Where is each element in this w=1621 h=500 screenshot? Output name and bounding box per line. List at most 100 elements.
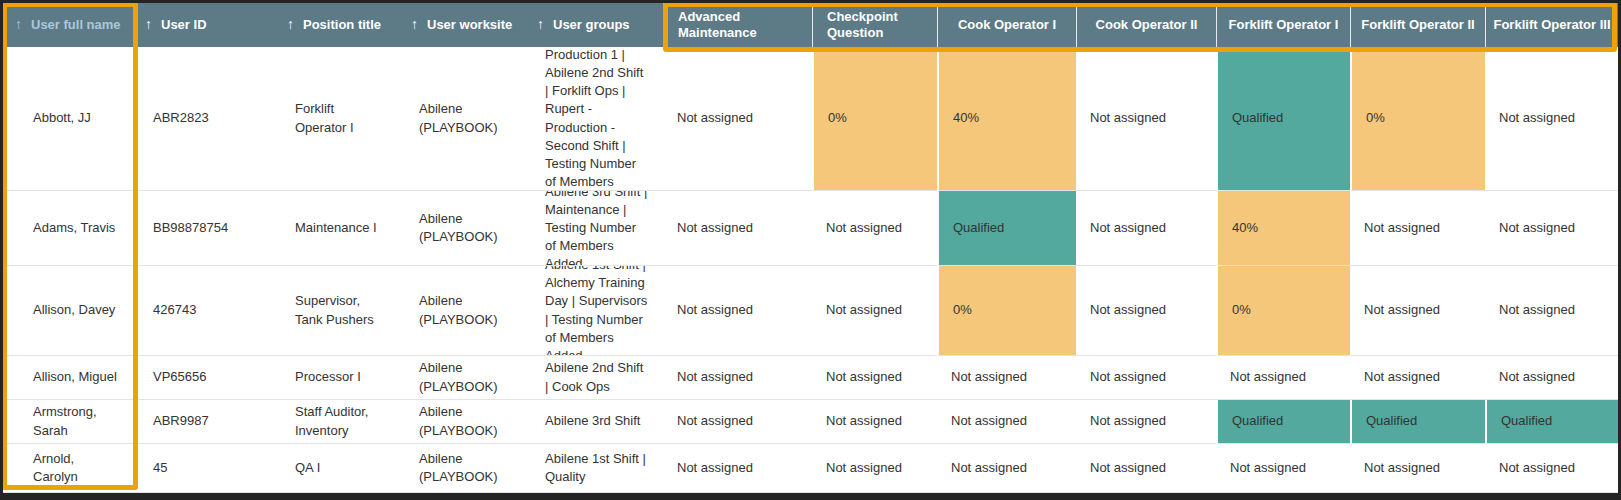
qualification-status-label: Not assigned bbox=[663, 109, 761, 127]
qualification-status-label: Not assigned bbox=[663, 301, 761, 319]
column-header-label: Forklift Operator I bbox=[1229, 17, 1339, 33]
qualification-status-label: Not assigned bbox=[1076, 459, 1174, 477]
cell-qualification-status: 0% bbox=[1216, 266, 1350, 356]
cell-qualification-status: Not assigned bbox=[1485, 191, 1618, 266]
qualification-status-label: Not assigned bbox=[937, 368, 1035, 386]
cell-qualification-status: Qualified bbox=[1350, 400, 1485, 444]
cell-qualification-status: Not assigned bbox=[812, 444, 937, 493]
column-header-cook-operator-i: Cook Operator I bbox=[937, 3, 1076, 47]
cell-user-worksite: Abilene (PLAYBOOK) bbox=[399, 47, 525, 191]
qualification-status-label: Not assigned bbox=[663, 368, 761, 386]
qualification-status-label: Not assigned bbox=[812, 219, 910, 237]
column-header-label: Position title bbox=[303, 17, 381, 33]
qualification-status-label: Not assigned bbox=[1485, 219, 1583, 237]
cell-qualification-status: Not assigned bbox=[1485, 444, 1618, 493]
column-header-position-title[interactable]: ↑ Position title bbox=[275, 3, 399, 47]
sort-ascending-icon: ↑ bbox=[145, 16, 152, 34]
column-header-label: Forklift Operator III bbox=[1493, 17, 1610, 33]
qualification-status-label: Not assigned bbox=[1216, 368, 1314, 386]
column-header-label: User groups bbox=[553, 17, 630, 33]
sort-ascending-icon: ↑ bbox=[537, 16, 544, 34]
cell-user-groups: Abilene 2nd Shift | Cook Ops bbox=[525, 356, 663, 400]
column-header-user-id[interactable]: ↑User ID bbox=[133, 3, 275, 47]
cell-user-groups: Abilene 3rd Shift | Maintenance | Testin… bbox=[525, 191, 663, 266]
cell-position-title: Maintenance I bbox=[275, 191, 399, 266]
cell-qualification-status: Not assigned bbox=[1076, 191, 1216, 266]
cell-position-title: Staff Auditor, Inventory bbox=[275, 400, 399, 444]
cell-qualification-status: Not assigned bbox=[812, 266, 937, 356]
qualification-status-label: Not assigned bbox=[1485, 368, 1583, 386]
column-header-label: User full name bbox=[31, 17, 121, 33]
cell-qualification-status: Not assigned bbox=[1350, 356, 1485, 400]
cell-qualification-status: Not assigned bbox=[1350, 266, 1485, 356]
cell-user-id: VP65656 bbox=[133, 356, 275, 400]
qualification-status-label: Not assigned bbox=[1076, 109, 1174, 127]
cell-user-worksite: Abilene (PLAYBOOK) bbox=[399, 356, 525, 400]
column-header-label: Checkpoint Question bbox=[827, 9, 927, 42]
cell-qualification-status: Not assigned bbox=[1216, 444, 1350, 493]
qualification-status-label: Not assigned bbox=[1076, 219, 1174, 237]
qualification-status-label: Not assigned bbox=[812, 412, 910, 430]
column-header-label: Advanced Maintenance bbox=[678, 9, 802, 42]
qualification-status-label: 40% bbox=[1218, 219, 1266, 237]
qualification-status-label: Qualified bbox=[1218, 109, 1291, 127]
cell-qualification-status: Not assigned bbox=[812, 400, 937, 444]
sort-ascending-icon: ↑ bbox=[15, 16, 22, 34]
cell-user-worksite: Abilene (PLAYBOOK) bbox=[399, 400, 525, 444]
cell-qualification-status: Not assigned bbox=[663, 356, 812, 400]
cell-qualification-status: Not assigned bbox=[937, 444, 1076, 493]
cell-user-worksite: Abilene (PLAYBOOK) bbox=[399, 444, 525, 493]
column-header-user-worksite[interactable]: ↑User worksite bbox=[399, 3, 525, 47]
cell-user-full-name: Allison, Miguel bbox=[3, 356, 133, 400]
cell-user-id: 426743 bbox=[133, 266, 275, 356]
column-header-advanced-maintenance: Advanced Maintenance bbox=[663, 3, 812, 47]
column-header-user-full-name[interactable]: ↑ User full name bbox=[3, 3, 133, 47]
cell-user-worksite: Abilene (PLAYBOOK) bbox=[399, 191, 525, 266]
cell-qualification-status: Not assigned bbox=[1485, 47, 1618, 191]
qualification-status-label: Not assigned bbox=[937, 459, 1035, 477]
cell-user-full-name: Abbott, JJ bbox=[3, 47, 133, 191]
cell-qualification-status: Not assigned bbox=[812, 191, 937, 266]
cell-user-worksite: Abilene (PLAYBOOK) bbox=[399, 266, 525, 356]
cell-qualification-status: Not assigned bbox=[937, 356, 1076, 400]
qualification-status-label: Not assigned bbox=[663, 412, 761, 430]
sort-ascending-icon: ↑ bbox=[287, 16, 294, 34]
cell-qualification-status: Not assigned bbox=[1076, 266, 1216, 356]
column-header-forklift-operator-iii: Forklift Operator III bbox=[1485, 3, 1618, 47]
cell-qualification-status: Not assigned bbox=[937, 400, 1076, 444]
cell-position-title: QA I bbox=[275, 444, 399, 493]
column-header-checkpoint-question: Checkpoint Question bbox=[812, 3, 937, 47]
qualification-matrix-window: ↑User full name↑User ID↑Position title↑U… bbox=[0, 0, 1621, 500]
cell-qualification-status: Not assigned bbox=[663, 400, 812, 444]
column-header-cook-operator-ii: Cook Operator II bbox=[1076, 3, 1216, 47]
cell-qualification-status: Not assigned bbox=[1216, 356, 1350, 400]
column-header-label: Forklift Operator II bbox=[1361, 17, 1474, 33]
qualification-status-label: Not assigned bbox=[1350, 459, 1448, 477]
qualification-status-label: Not assigned bbox=[1350, 219, 1448, 237]
cell-qualification-status: Not assigned bbox=[1485, 356, 1618, 400]
qualification-status-label: Not assigned bbox=[812, 301, 910, 319]
cell-qualification-status: Qualified bbox=[937, 191, 1076, 266]
qualification-status-label: Qualified bbox=[1218, 412, 1291, 430]
qualification-status-label: Not assigned bbox=[1485, 109, 1583, 127]
cell-user-groups: Abilene 3rd Shift bbox=[525, 400, 663, 444]
cell-qualification-status: 40% bbox=[937, 47, 1076, 191]
column-header-user-groups[interactable]: ↑ User groups bbox=[525, 3, 663, 47]
cell-user-id: 45 bbox=[133, 444, 275, 493]
qualification-status-label: 0% bbox=[939, 301, 980, 319]
cell-position-title: Supervisor, Tank Pushers bbox=[275, 266, 399, 356]
qualification-status-label: Not assigned bbox=[1350, 368, 1448, 386]
column-header-label: Cook Operator II bbox=[1096, 17, 1198, 33]
qualification-status-label: Qualified bbox=[1352, 412, 1425, 430]
cell-qualification-status: Qualified bbox=[1216, 47, 1350, 191]
cell-qualification-status: Not assigned bbox=[1485, 266, 1618, 356]
cell-qualification-status: Not assigned bbox=[663, 266, 812, 356]
cell-user-full-name: Adams, Travis bbox=[3, 191, 133, 266]
qualification-status-label: Not assigned bbox=[663, 459, 761, 477]
cell-user-id: ABR9987 bbox=[133, 400, 275, 444]
qualification-status-label: Not assigned bbox=[1485, 459, 1583, 477]
cell-qualification-status: Not assigned bbox=[663, 444, 812, 493]
qualification-status-label: Not assigned bbox=[1076, 301, 1174, 319]
cell-qualification-status: Not assigned bbox=[1076, 356, 1216, 400]
qualification-status-label: Not assigned bbox=[812, 459, 910, 477]
